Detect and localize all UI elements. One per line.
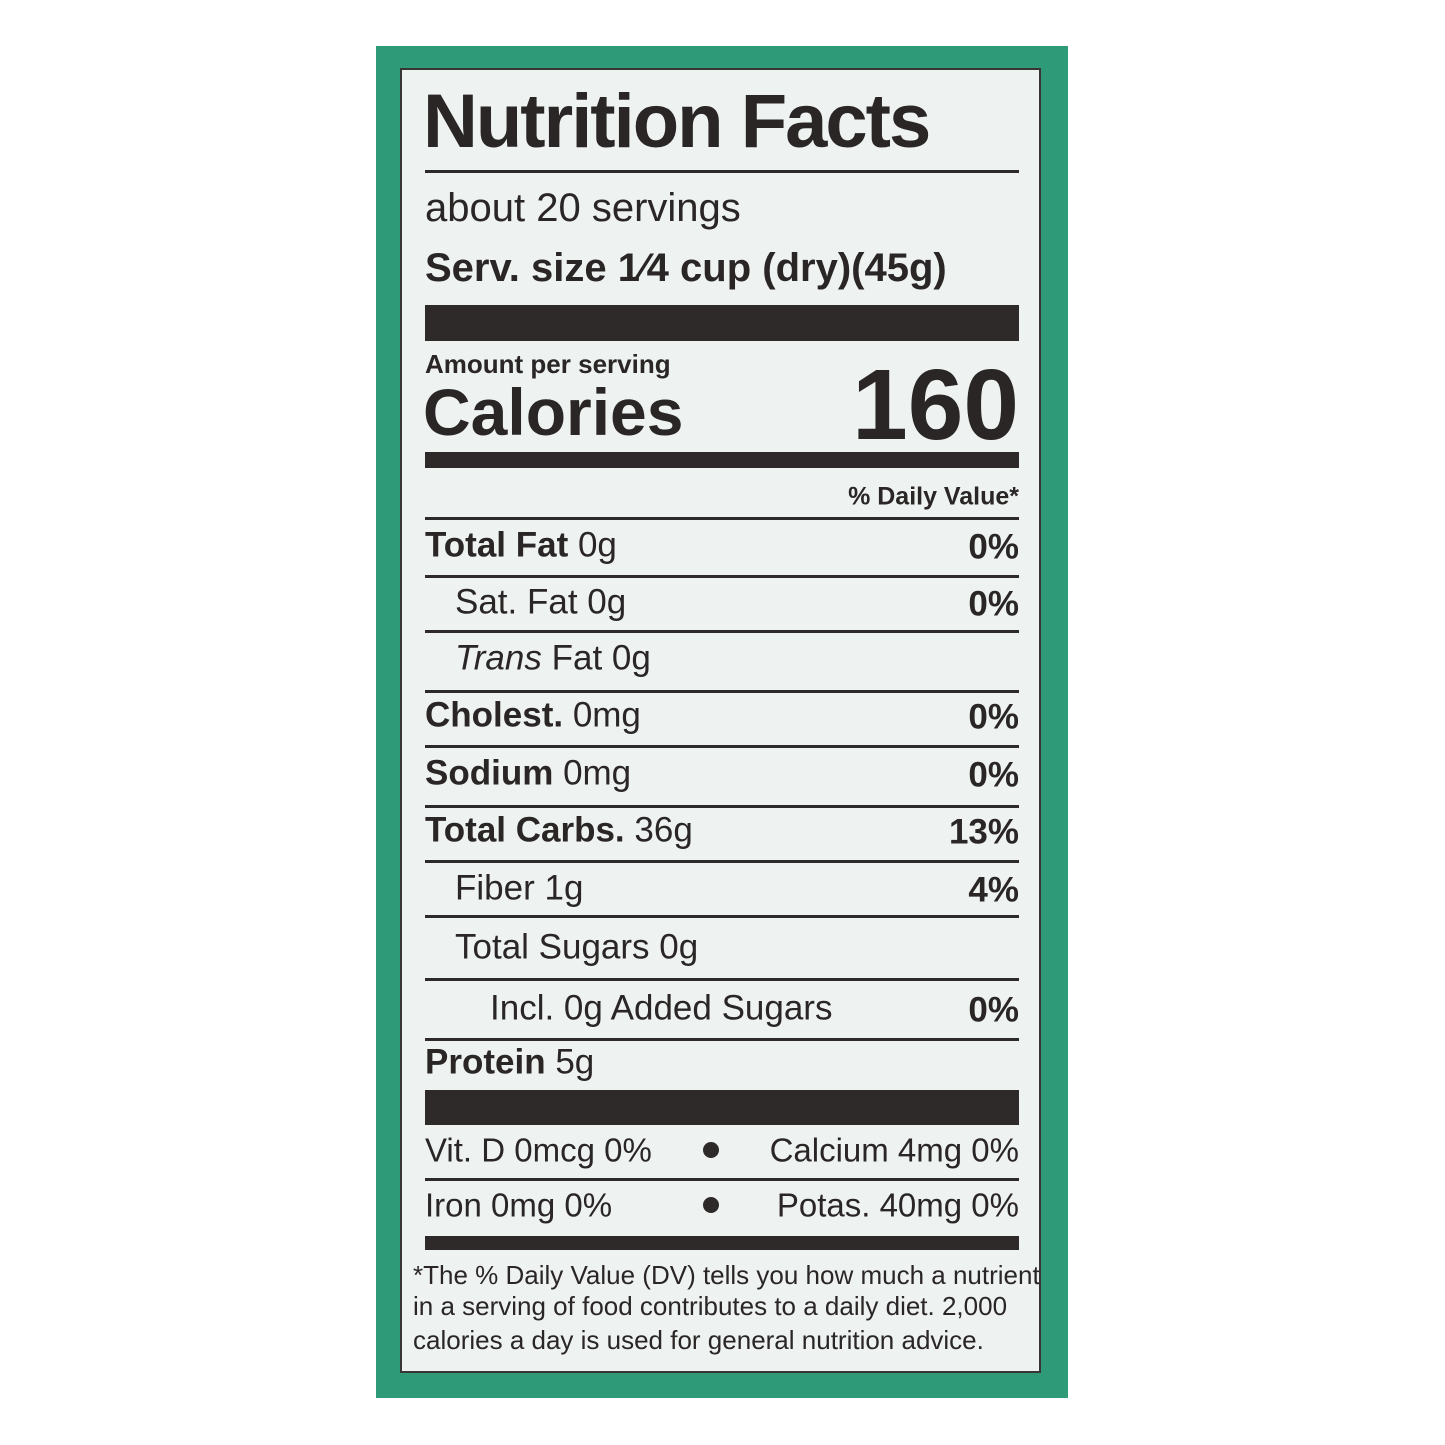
nutrient-row: Protein 5g bbox=[425, 1045, 594, 1080]
daily-value: 4% bbox=[968, 870, 1019, 910]
nutrient-amount: 0g bbox=[587, 582, 627, 622]
daily-value: 0% bbox=[968, 584, 1019, 624]
daily-value: 0% bbox=[968, 755, 1019, 795]
nutrient-amount: 0mg bbox=[563, 753, 632, 793]
nutrient-name: Sodium bbox=[425, 753, 554, 793]
vitamin: Calcium 4mg 0% bbox=[769, 1131, 1019, 1169]
rule bbox=[425, 860, 1019, 863]
nutrient-amount: 36g bbox=[634, 810, 693, 850]
nutrient-row: Total Fat 0g bbox=[425, 528, 617, 563]
footnote: *The % Daily Value (DV) tells you how mu… bbox=[413, 1260, 1040, 1290]
serving-size-label: Serv. size bbox=[425, 246, 607, 290]
rule bbox=[425, 690, 1019, 693]
nutrient-name: Fat bbox=[551, 638, 603, 678]
nutrient-name: Total Fat bbox=[425, 525, 569, 565]
title: Nutrition Facts bbox=[423, 79, 931, 164]
serving-size: Serv. size 1⁄4 cup (dry)(45g) bbox=[425, 248, 947, 288]
nutrient-amount: 0g bbox=[577, 525, 617, 565]
nutrient-name: Cholest. bbox=[425, 695, 564, 735]
nutrient-name: Fiber bbox=[455, 868, 535, 908]
rule bbox=[425, 805, 1019, 808]
rule bbox=[425, 1236, 1019, 1250]
calories-label: Calories bbox=[423, 375, 684, 449]
vitamin: Vit. D 0mcg 0% bbox=[425, 1131, 652, 1169]
daily-value-header: % Daily Value* bbox=[848, 482, 1019, 511]
bullet bbox=[703, 1142, 719, 1158]
daily-value: 0% bbox=[968, 527, 1019, 567]
nutrient-row: Sodium 0mg bbox=[425, 756, 631, 791]
footnote: calories a day is used for general nutri… bbox=[413, 1325, 984, 1355]
rule bbox=[425, 630, 1019, 633]
nutrient-row: Trans Fat 0g bbox=[455, 641, 651, 676]
rule bbox=[425, 915, 1019, 918]
rule bbox=[425, 1178, 1019, 1181]
daily-value: 0% bbox=[968, 697, 1019, 737]
nutrient-row: Incl. 0g Added Sugars bbox=[490, 991, 832, 1026]
nutrient-name: Total Carbs. bbox=[425, 810, 625, 850]
nutrient-amount: 0g bbox=[659, 927, 699, 967]
serving-size-value: 1⁄4 cup (dry)(45g) bbox=[617, 246, 947, 290]
nutrient-row: Total Sugars 0g bbox=[455, 930, 698, 965]
amount-per-serving: Amount per serving bbox=[425, 349, 671, 379]
nutrient-italic: Trans bbox=[455, 638, 542, 678]
servings: about 20 servings bbox=[425, 186, 741, 230]
nutrient-name: Total Sugars bbox=[455, 927, 650, 967]
thick-rule bbox=[425, 305, 1019, 341]
vitamin: Iron 0mg 0% bbox=[425, 1186, 613, 1224]
nutrient-name: Sat. Fat bbox=[455, 582, 578, 622]
bullet bbox=[703, 1197, 719, 1213]
nutrition-label bbox=[400, 68, 1041, 1373]
nutrient-amount: 5g bbox=[555, 1042, 595, 1082]
vitamin: Potas. 40mg 0% bbox=[776, 1186, 1019, 1224]
nutrient-amount: 0g bbox=[611, 638, 651, 678]
rule bbox=[425, 517, 1019, 520]
nutrient-amount: 0mg bbox=[572, 695, 641, 735]
rule bbox=[425, 170, 1019, 173]
nutrient-row: Sat. Fat 0g bbox=[455, 585, 626, 620]
medium-rule bbox=[425, 452, 1019, 468]
rule bbox=[425, 1038, 1019, 1041]
footnote: in a serving of food contributes to a da… bbox=[413, 1291, 1008, 1321]
nutrient-amount: 1g bbox=[544, 868, 584, 908]
nutrient-name: Protein bbox=[425, 1042, 546, 1082]
nutrient-name: Incl. 0g Added Sugars bbox=[490, 988, 833, 1028]
nutrient-row: Total Carbs. 36g bbox=[425, 813, 693, 848]
nutrient-row: Fiber 1g bbox=[455, 871, 583, 906]
daily-value: 0% bbox=[968, 990, 1019, 1030]
daily-value: 13% bbox=[948, 812, 1019, 852]
calories-value: 160 bbox=[852, 349, 1019, 461]
rule bbox=[425, 575, 1019, 578]
rule bbox=[425, 978, 1019, 981]
rule bbox=[425, 745, 1019, 748]
rule bbox=[425, 1090, 1019, 1125]
nutrient-row: Cholest. 0mg bbox=[425, 698, 641, 733]
